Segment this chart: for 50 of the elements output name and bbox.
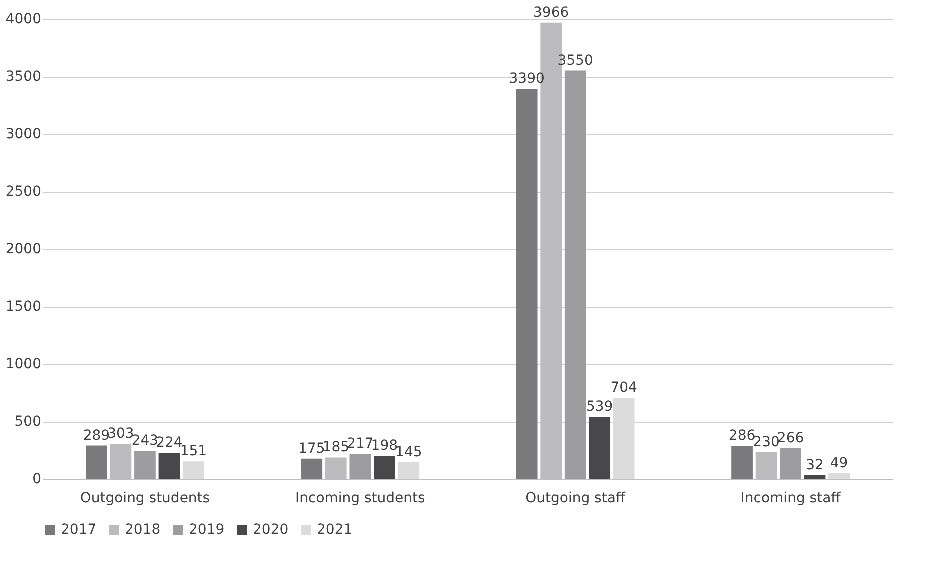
data-label: 198 (371, 438, 398, 454)
x-tick-label: Outgoing students (80, 490, 210, 506)
y-tick-label: 2000 (6, 242, 42, 258)
data-label: 539 (586, 399, 614, 416)
legend-label: 2019 (189, 522, 225, 538)
bar (374, 456, 396, 479)
bar (780, 448, 802, 479)
y-tick-label: 0 (32, 472, 42, 488)
bar (158, 453, 180, 479)
bar (564, 70, 586, 479)
y-tick-label: 2500 (6, 184, 42, 200)
bar (804, 475, 826, 479)
data-label: 704 (610, 380, 638, 396)
legend-label: 2020 (253, 522, 289, 538)
bar (398, 462, 420, 479)
data-label: 3966 (534, 4, 570, 21)
data-label: 217 (347, 436, 374, 452)
data-label: 224 (156, 435, 183, 452)
bar (86, 446, 108, 479)
y-tick-label: 1500 (6, 299, 42, 315)
bar (183, 462, 204, 479)
bar (134, 451, 156, 479)
y-tick-label: 500 (14, 414, 42, 430)
data-label: 3550 (558, 52, 594, 69)
legend-label: 2018 (125, 522, 161, 538)
data-label: 175 (298, 440, 326, 457)
bar (828, 473, 850, 479)
data-label: 303 (108, 426, 134, 442)
bar (613, 398, 635, 479)
data-label: 289 (83, 428, 110, 444)
legend-label: 2017 (61, 522, 97, 538)
legend-label: 2021 (317, 522, 353, 538)
x-tick-label: Outgoing staff (526, 490, 626, 506)
y-tick-label: 1000 (6, 356, 42, 372)
data-label: 185 (322, 440, 350, 456)
x-tick-label: Incoming students (295, 490, 426, 506)
data-label: 49 (830, 455, 848, 472)
bar (732, 446, 753, 479)
data-label: 286 (728, 428, 756, 444)
data-label: 3390 (509, 71, 545, 88)
y-tick-label: 3500 (6, 69, 42, 85)
bar (516, 89, 538, 479)
data-label: 145 (396, 444, 422, 460)
y-tick-label: 4000 (6, 12, 42, 28)
data-label: 32 (806, 457, 824, 474)
bar (589, 417, 611, 479)
y-tick-label: 3000 (6, 126, 42, 142)
bar (350, 454, 372, 479)
bar (301, 458, 323, 479)
x-tick-label: Incoming staff (740, 490, 842, 506)
